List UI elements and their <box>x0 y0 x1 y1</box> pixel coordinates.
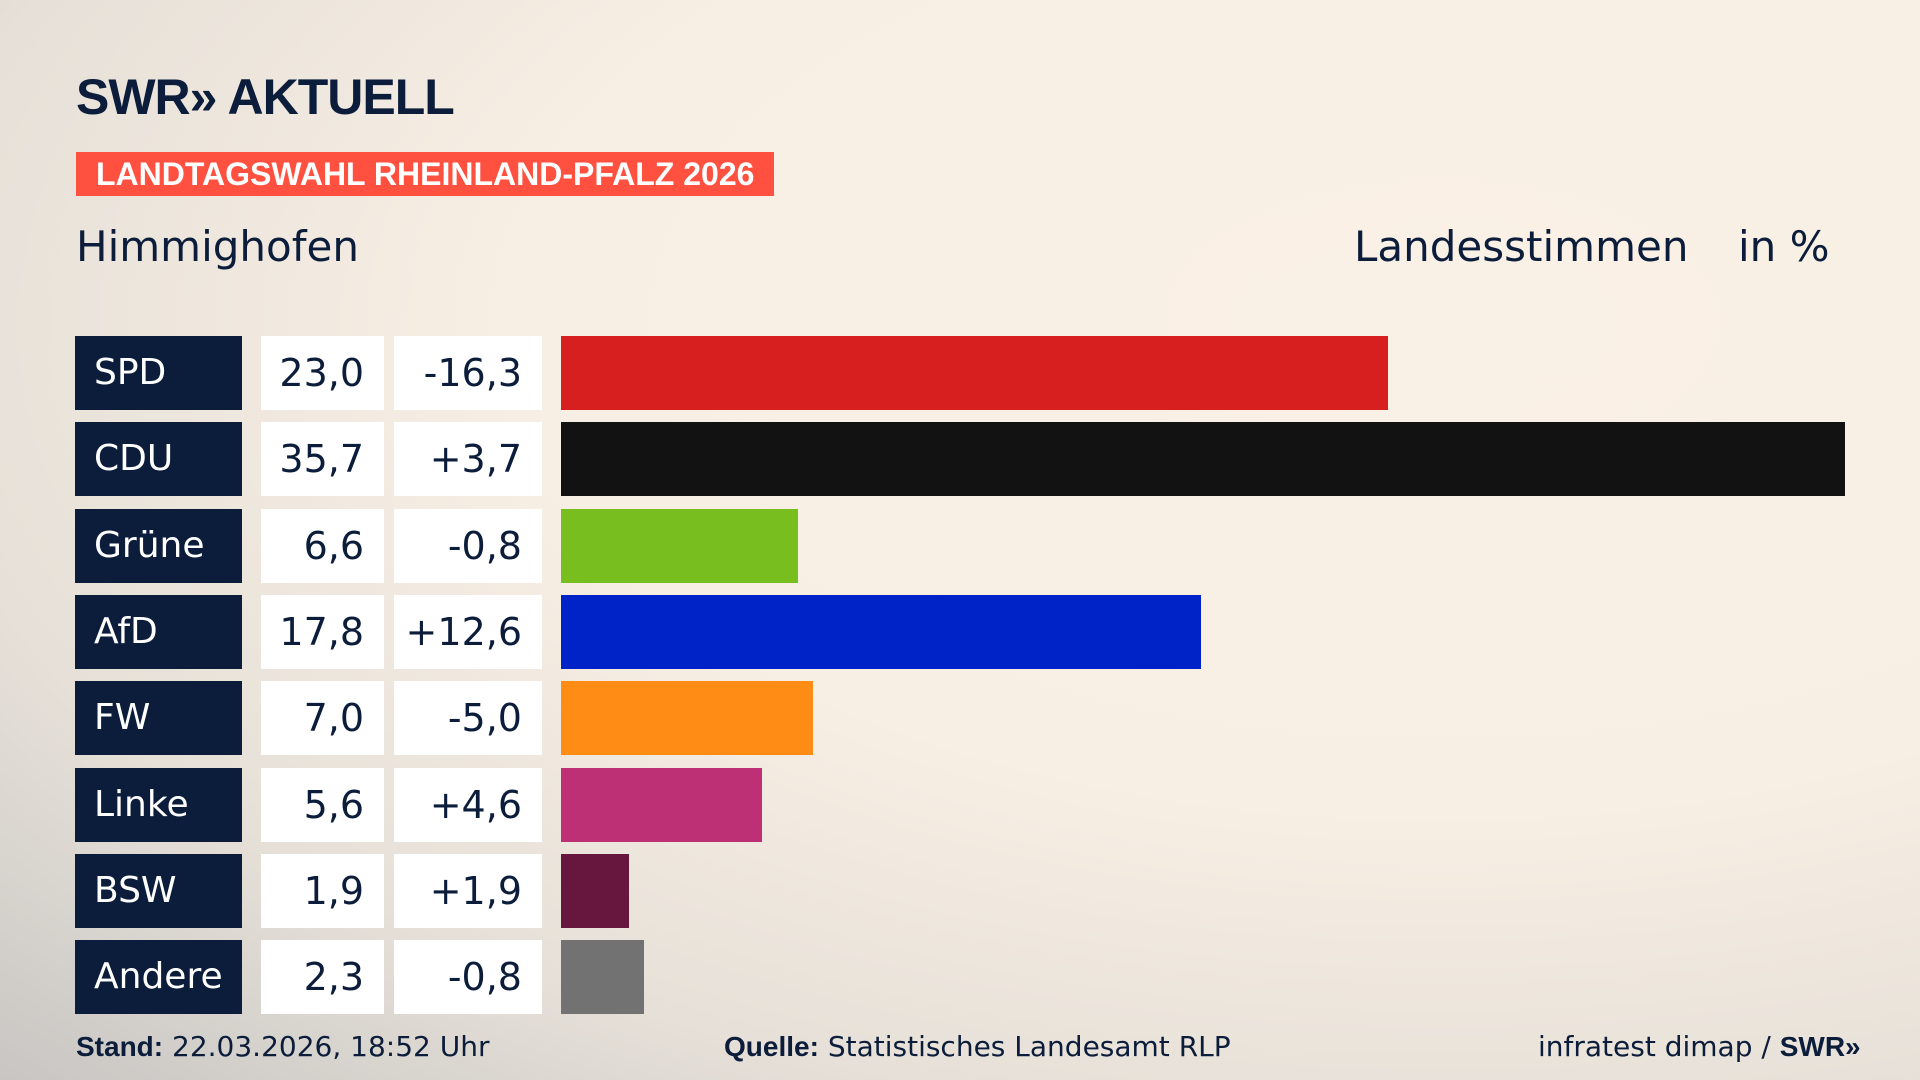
source: Quelle: Statistisches Landesamt RLP <box>724 1030 1231 1063</box>
swr-aktuell-logo: SWR» AKTUELL <box>76 69 455 125</box>
metric-label: Landesstimmen <box>1354 222 1689 271</box>
bar <box>561 336 1389 410</box>
party-label: FW <box>75 681 242 756</box>
change-label: +3,7 <box>394 422 542 497</box>
bar <box>561 681 813 756</box>
party-label: Andere <box>75 940 242 1015</box>
party-label: SPD <box>75 336 242 410</box>
change-label: -0,8 <box>394 508 542 583</box>
change-label: -0,8 <box>394 940 542 1015</box>
source-label: Quelle: <box>724 1031 819 1062</box>
value-label: 35,7 <box>261 422 384 497</box>
party-label: Linke <box>75 767 242 842</box>
credit-text: infratest dimap / <box>1538 1030 1780 1063</box>
timestamp: Stand: 22.03.2026, 18:52 Uhr <box>76 1030 489 1063</box>
election-banner: LANDTAGSWAHL RHEINLAND-PFALZ 2026 <box>76 152 775 196</box>
party-label: Grüne <box>75 508 242 583</box>
stand-label: Stand: <box>76 1031 164 1062</box>
change-label: -5,0 <box>394 681 542 756</box>
value-label: 17,8 <box>261 594 384 669</box>
bar-row: SPD 23,0 -16,3 <box>0 336 1920 410</box>
credit: infratest dimap / SWR» <box>1538 1030 1861 1063</box>
bar <box>561 767 763 842</box>
value-label: 5,6 <box>261 767 384 842</box>
swr-logo: SWR» <box>1779 1031 1861 1062</box>
value-label: 6,6 <box>261 508 384 583</box>
bar-row: Andere 2,3 -0,8 <box>0 940 1920 1015</box>
bar <box>561 422 1845 497</box>
value-label: 1,9 <box>261 853 384 928</box>
bar-row: AfD 17,8 +12,6 <box>0 594 1920 669</box>
change-label: +1,9 <box>394 853 542 928</box>
party-label: BSW <box>75 853 242 928</box>
bar <box>561 853 630 928</box>
value-label: 2,3 <box>261 940 384 1015</box>
bar-row: FW 7,0 -5,0 <box>0 681 1920 756</box>
value-label: 23,0 <box>261 336 384 410</box>
bar-row: BSW 1,9 +1,9 <box>0 853 1920 928</box>
bar-row: Linke 5,6 +4,6 <box>0 767 1920 842</box>
stand-value: 22.03.2026, 18:52 Uhr <box>172 1030 490 1063</box>
bar <box>561 508 799 583</box>
change-label: +4,6 <box>394 767 542 842</box>
change-label: -16,3 <box>394 336 542 410</box>
change-label: +12,6 <box>394 594 542 669</box>
place-title: Himmighofen <box>76 222 359 271</box>
party-label: CDU <box>75 422 242 497</box>
source-value: Statistisches Landesamt RLP <box>827 1030 1231 1063</box>
bar <box>561 594 1202 669</box>
value-label: 7,0 <box>261 681 384 756</box>
bar <box>561 940 644 1015</box>
unit-label: in % <box>1738 222 1830 271</box>
bar-row: Grüne 6,6 -0,8 <box>0 508 1920 583</box>
bar-row: CDU 35,7 +3,7 <box>0 422 1920 497</box>
party-label: AfD <box>75 594 242 669</box>
